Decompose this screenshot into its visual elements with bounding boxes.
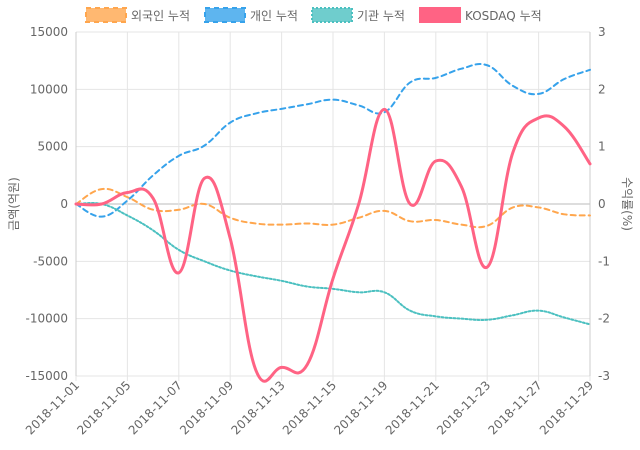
series-lines — [74, 62, 592, 383]
left-tick-label: 10000 — [30, 82, 68, 96]
x-tick-label: 2018-11-05 — [74, 378, 133, 437]
right-tick-label: 3 — [598, 25, 606, 39]
left-axis-ticks: 15000 10000 5000 0 -5000 -10000 -15000 — [25, 25, 68, 383]
grid — [75, 31, 591, 381]
right-axis-title: 수익률(%) — [620, 177, 634, 231]
x-tick-label: 2018-11-19 — [331, 378, 390, 437]
x-axis-ticks: 2018-11-012018-11-052018-11-072018-11-09… — [23, 378, 596, 437]
x-tick-label: 2018-11-09 — [177, 378, 236, 437]
series-line-1 — [75, 187, 591, 229]
left-tick-label: -15000 — [25, 369, 68, 383]
x-tick-label: 2018-11-15 — [280, 378, 339, 437]
right-tick-label: -1 — [598, 254, 610, 268]
x-tick-label: 2018-11-01 — [23, 378, 82, 437]
right-tick-label: -3 — [598, 369, 610, 383]
legend: 외국인 누적 개인 누적 기관 누적 KOSDAQ 누적 — [85, 7, 542, 23]
legend-swatch-3 — [311, 7, 353, 23]
left-tick-label: 5000 — [37, 140, 68, 154]
left-axis-title: 금액(억원) — [7, 177, 21, 231]
left-tick-label: -10000 — [25, 312, 68, 326]
legend-swatch-1 — [85, 7, 127, 23]
x-tick-label: 2018-11-27 — [486, 378, 545, 437]
x-tick-label: 2018-11-23 — [434, 378, 493, 437]
x-tick-label: 2018-11-07 — [126, 378, 185, 437]
legend-label-4: KOSDAQ 누적 — [465, 9, 542, 23]
right-tick-label: 2 — [598, 82, 606, 96]
right-axis-ticks: 3 2 1 0 -1 -2 -3 — [598, 25, 610, 383]
left-tick-label: 0 — [60, 197, 68, 211]
series-line-2 — [75, 62, 591, 218]
right-tick-label: -2 — [598, 312, 610, 326]
x-tick-label: 2018-11-29 — [537, 378, 596, 437]
left-tick-label: 15000 — [30, 25, 68, 39]
left-tick-label: -5000 — [33, 254, 68, 268]
legend-swatch-2 — [204, 7, 246, 23]
x-tick-label: 2018-11-13 — [229, 378, 288, 437]
legend-swatch-4 — [419, 7, 461, 23]
series-line-3 — [75, 201, 591, 326]
legend-label-1: 외국인 누적 — [131, 9, 190, 23]
right-tick-label: 0 — [598, 197, 606, 211]
series-line-4 — [74, 107, 592, 383]
right-tick-label: 1 — [598, 140, 606, 154]
legend-label-3: 기관 누적 — [357, 9, 405, 23]
x-tick-label: 2018-11-21 — [383, 378, 442, 437]
legend-label-2: 개인 누적 — [250, 9, 298, 23]
